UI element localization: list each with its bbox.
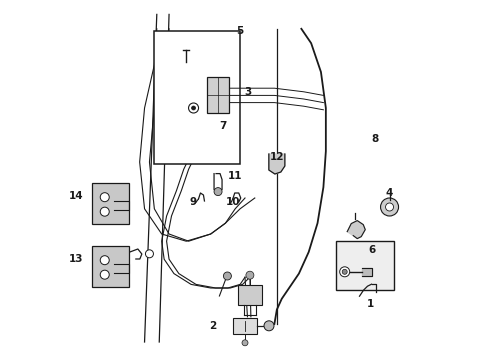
Text: 14: 14 <box>69 191 83 201</box>
Circle shape <box>100 193 109 202</box>
Text: 8: 8 <box>371 134 378 144</box>
Text: 10: 10 <box>225 197 240 207</box>
Circle shape <box>189 103 198 113</box>
Text: 7: 7 <box>219 121 227 131</box>
Text: 12: 12 <box>270 152 284 162</box>
Circle shape <box>381 198 398 216</box>
Bar <box>207 77 229 113</box>
Bar <box>233 318 257 334</box>
Circle shape <box>264 321 274 331</box>
Circle shape <box>223 272 231 280</box>
Circle shape <box>342 269 347 274</box>
Circle shape <box>386 203 393 211</box>
Circle shape <box>214 188 222 195</box>
Polygon shape <box>347 221 365 239</box>
Bar <box>154 31 240 164</box>
Circle shape <box>100 207 109 216</box>
Text: 4: 4 <box>386 188 393 198</box>
Polygon shape <box>269 154 285 174</box>
Text: 6: 6 <box>369 245 376 255</box>
Text: 9: 9 <box>190 197 197 207</box>
Bar <box>92 183 128 224</box>
Circle shape <box>242 340 248 346</box>
Circle shape <box>146 250 153 258</box>
Circle shape <box>100 270 109 279</box>
Text: 1: 1 <box>367 299 373 309</box>
Bar <box>336 241 394 290</box>
Circle shape <box>100 256 109 265</box>
Text: 5: 5 <box>237 26 244 36</box>
Text: 13: 13 <box>69 254 83 264</box>
Polygon shape <box>362 268 372 276</box>
Text: 3: 3 <box>244 87 251 97</box>
Circle shape <box>340 267 350 277</box>
Text: 11: 11 <box>228 171 243 181</box>
Bar <box>92 246 128 287</box>
Circle shape <box>246 271 254 279</box>
Text: 2: 2 <box>210 321 217 331</box>
Circle shape <box>192 106 196 110</box>
Bar <box>238 285 262 305</box>
